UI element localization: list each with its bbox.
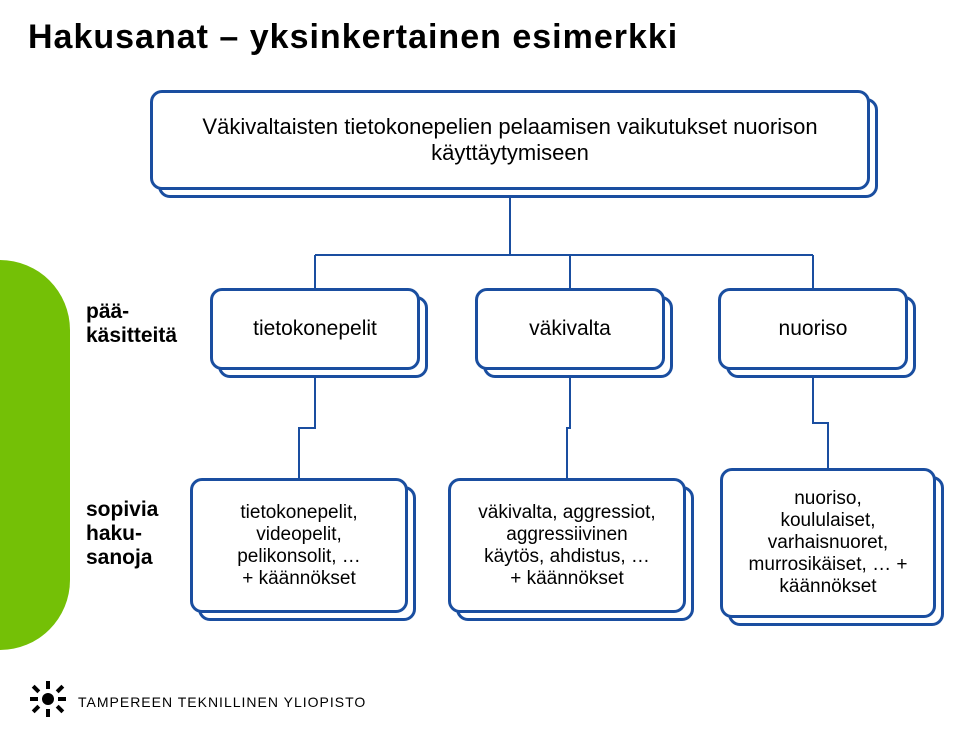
concept-node-2-text: nuoriso — [779, 317, 848, 341]
keyword-node-2-text: nuoriso, koululaiset, varhaisnuoret, mur… — [749, 488, 908, 598]
node-card: väkivalta, aggressiot, aggressiivinen kä… — [448, 478, 686, 613]
topic-node: Väkivaltaisten tietokonepelien pelaamise… — [150, 90, 870, 190]
footer-logo: TAMPEREEN TEKNILLINEN YLIOPISTO — [30, 681, 366, 722]
keyword-node-1: väkivalta, aggressiot, aggressiivinen kä… — [448, 478, 686, 613]
keyword-node-2: nuoriso, koululaiset, varhaisnuoret, mur… — [720, 468, 936, 618]
concept-node-0: tietokonepelit — [210, 288, 420, 370]
node-card: nuoriso — [718, 288, 908, 370]
node-card: väkivalta — [475, 288, 665, 370]
footer-logo-text: TAMPEREEN TEKNILLINEN YLIOPISTO — [78, 694, 366, 710]
node-card: Väkivaltaisten tietokonepelien pelaamise… — [150, 90, 870, 190]
concept-node-2: nuoriso — [718, 288, 908, 370]
keyword-node-1-text: väkivalta, aggressiot, aggressiivinen kä… — [478, 502, 655, 590]
keyword-node-0-text: tietokonepelit, videopelit, pelikonsolit… — [237, 502, 361, 590]
row-label-concepts: pää- käsitteitä — [86, 300, 177, 348]
concept-node-1-text: väkivalta — [529, 317, 611, 341]
page-title: Hakusanat – yksinkertainen esimerkki — [28, 18, 678, 57]
keyword-node-0: tietokonepelit, videopelit, pelikonsolit… — [190, 478, 408, 613]
accent-shape — [0, 260, 70, 650]
row-label-keywords: sopivia haku- sanoja — [86, 498, 158, 570]
concept-node-1: väkivalta — [475, 288, 665, 370]
node-card: tietokonepelit — [210, 288, 420, 370]
concept-node-0-text: tietokonepelit — [253, 317, 377, 341]
node-card: nuoriso, koululaiset, varhaisnuoret, mur… — [720, 468, 936, 618]
gear-icon — [30, 681, 66, 722]
topic-text: Väkivaltaisten tietokonepelien pelaamise… — [165, 114, 855, 166]
node-card: tietokonepelit, videopelit, pelikonsolit… — [190, 478, 408, 613]
